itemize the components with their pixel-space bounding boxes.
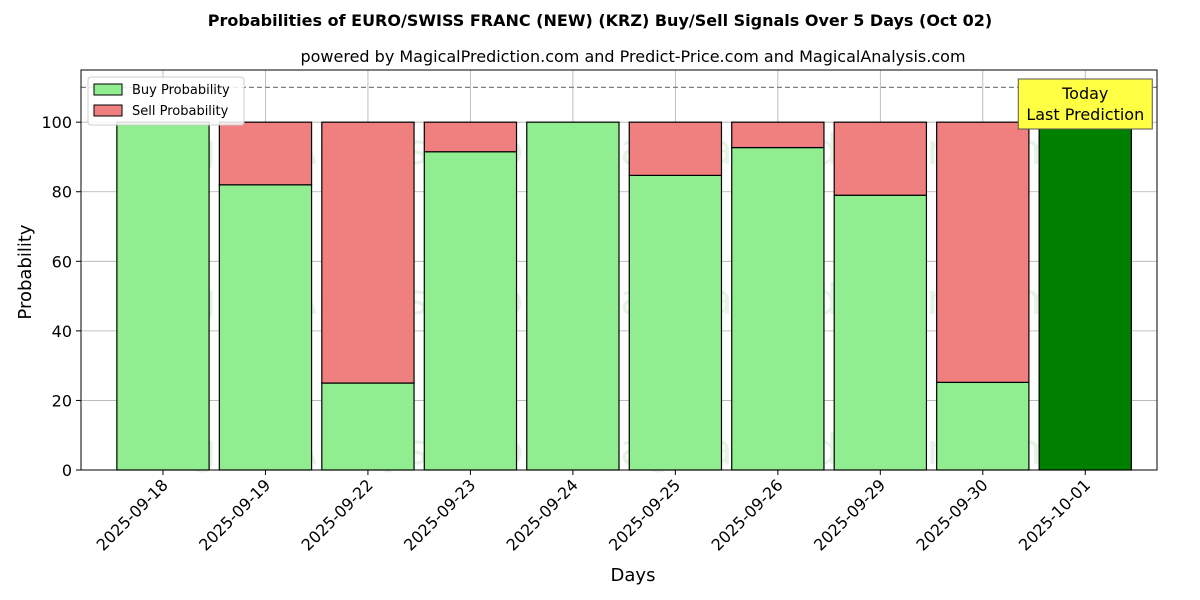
y-tick-label: 60	[52, 252, 72, 271]
bar-buy-2025-09-25	[628, 174, 723, 471]
legend-label: Buy Probability	[132, 83, 230, 98]
axes-layer	[80, 69, 1158, 471]
bar-sell-2025-09-26	[731, 121, 825, 149]
bar-sell-2025-09-25	[628, 121, 723, 176]
x-tick-label: 2025-09-22	[298, 475, 377, 554]
x-tick-label: 2025-09-29	[810, 475, 889, 554]
chart-title: Probabilities of EURO/SWISS FRANC (NEW) …	[208, 11, 992, 30]
annotation-text: Last Prediction	[1026, 105, 1144, 124]
legend-box	[87, 76, 245, 126]
y-tick-label: 0	[62, 461, 72, 480]
x-tick-label: 2025-09-25	[605, 475, 684, 554]
y-tick-label: 40	[52, 322, 72, 341]
x-tick-label: 2025-10-01	[1015, 475, 1094, 554]
annotation-today: Today Last Prediction	[1017, 78, 1153, 130]
bar-buy-2025-09-18	[116, 121, 210, 471]
x-tick-label: 2025-09-19	[195, 475, 274, 554]
bar-sell-2025-09-22	[321, 121, 415, 384]
annotation-box	[1017, 78, 1153, 130]
x-tick-label: 2025-09-30	[912, 475, 991, 554]
bar-sell-2025-09-19	[218, 121, 313, 186]
legend: Buy Probability Sell Probability	[87, 76, 245, 126]
x-tick-label: 2025-09-18	[93, 475, 172, 554]
y-tick-label: 100	[41, 113, 72, 132]
plot-frame	[80, 69, 1158, 471]
bar-buy-2025-09-29	[833, 194, 928, 471]
bar-sell-2025-09-30	[936, 121, 1030, 383]
x-tick-label: 2025-09-24	[503, 475, 582, 554]
bar-buy-2025-10-01	[1038, 121, 1132, 471]
bar-sell-2025-09-23	[423, 121, 518, 153]
bar-buy-2025-09-24	[526, 121, 620, 471]
bar-sell-2025-09-29	[833, 121, 928, 196]
chart-subtitle: powered by MagicalPrediction.com and Pre…	[300, 47, 965, 66]
bar-buy-2025-09-19	[218, 184, 313, 471]
y-tick-label: 20	[52, 391, 72, 410]
annotation-text: Today	[1061, 84, 1108, 103]
legend-label: Sell Probability	[132, 104, 229, 119]
y-tick-label: 80	[52, 183, 72, 202]
legend-swatch	[93, 104, 123, 117]
bar-buy-2025-09-23	[423, 151, 518, 471]
bar-buy-2025-09-30	[936, 381, 1030, 471]
x-tick-label: 2025-09-26	[707, 475, 786, 554]
y-axis-label: Probability	[15, 224, 36, 319]
bar-buy-2025-09-22	[321, 382, 415, 471]
x-tick-label: 2025-09-23	[400, 475, 479, 554]
bar-buy-2025-09-26	[731, 146, 825, 471]
bars-layer	[116, 121, 1132, 471]
legend-swatch	[93, 83, 123, 96]
x-axis-label: Days	[611, 565, 656, 586]
